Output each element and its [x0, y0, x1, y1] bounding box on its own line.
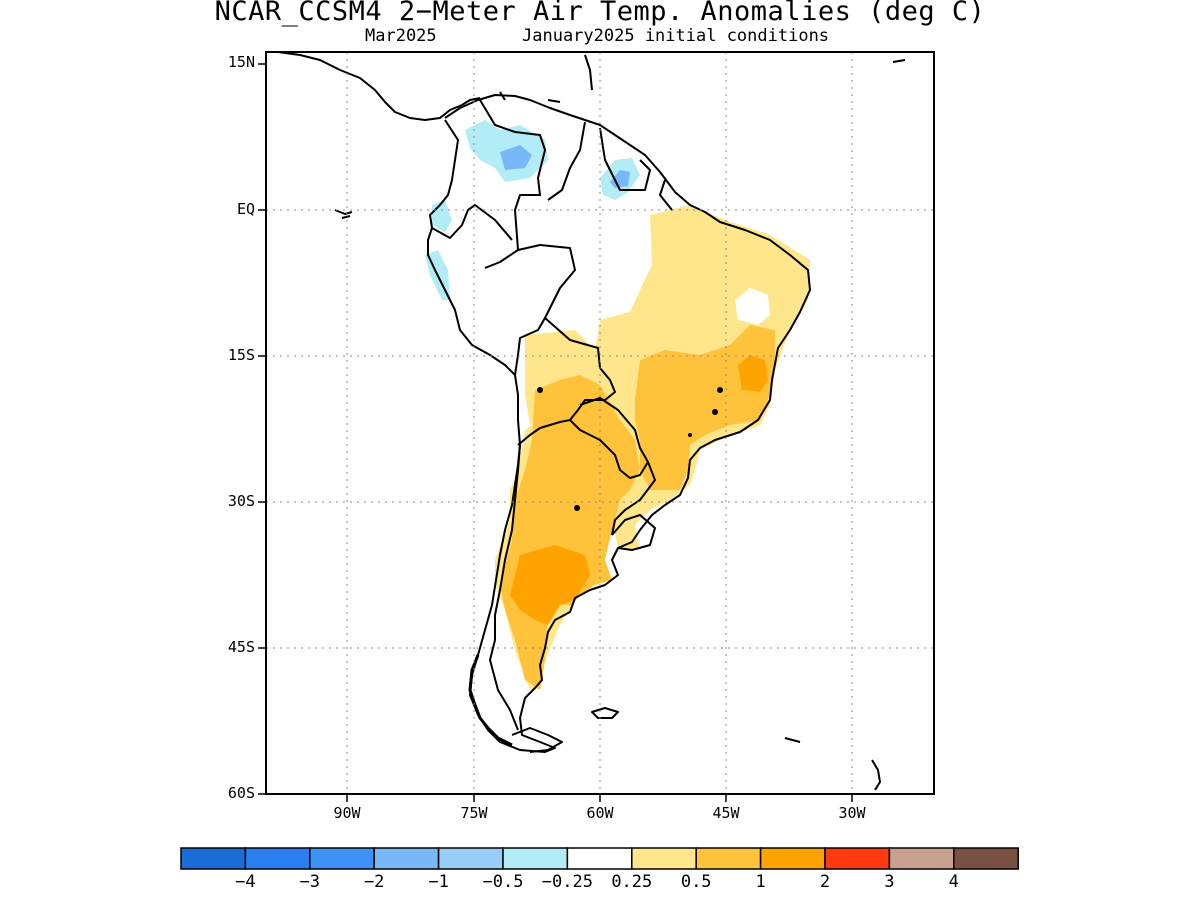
- lake-sobradinho: [717, 387, 723, 393]
- colorbar-label: −1: [428, 872, 449, 892]
- lat-label-15n: 15N: [227, 53, 255, 71]
- lat-label-45s: 45S: [227, 638, 255, 656]
- border-argentina-chile: [517, 419, 571, 446]
- lat-label-eq: EQ: [236, 200, 255, 218]
- anomaly-neg-ecuador: [432, 200, 452, 232]
- lon-label-90w: 90W: [333, 804, 361, 822]
- lake-furnas: [712, 409, 718, 415]
- border-uruguay: [611, 514, 656, 551]
- colorbar-swatch: [759, 847, 826, 870]
- colorbar-label: 1: [755, 872, 766, 892]
- colorbar-label: −2: [363, 872, 385, 892]
- border-chile-andes: [489, 444, 521, 731]
- forecast-month: Mar2025: [365, 26, 437, 46]
- anomaly-2-3-patagonia: [510, 545, 590, 625]
- lakes: [537, 387, 723, 511]
- colorbar-swatch: [953, 847, 1019, 870]
- colorbar-swatch: [437, 847, 504, 870]
- colorbar-swatch: [888, 847, 955, 870]
- colorbar-swatch: [566, 847, 633, 870]
- lake-mar-chiquita: [574, 505, 580, 511]
- caribbean-islands: [499, 54, 906, 103]
- anomaly-neg1-colombia: [500, 145, 532, 170]
- map-title: NCAR_CCSM4 2−Meter Air Temp. Anomalies (…: [214, 0, 986, 27]
- border-ecuador-peru: [431, 204, 513, 241]
- galapagos: [334, 209, 353, 219]
- colorbar-label: −0.5: [482, 872, 524, 892]
- lake-itaipu: [688, 433, 692, 437]
- colorbar-swatch: [373, 847, 440, 870]
- lon-label-45w: 45W: [712, 804, 740, 822]
- axis-ticks: [258, 63, 853, 802]
- chile-fjords: [468, 654, 513, 747]
- colorbar: [180, 847, 1019, 870]
- colorbar-swatch: [502, 847, 569, 870]
- colorbar-label: −0.25: [541, 872, 593, 892]
- lat-label-30s: 30S: [227, 492, 255, 510]
- south-sandwich: [871, 759, 881, 791]
- border-colombia-venezuela: [479, 99, 546, 251]
- south-georgia: [784, 737, 801, 743]
- colorbar-label: −3: [299, 872, 321, 892]
- border-venezuela-guyana: [547, 121, 586, 201]
- warm-anomaly-region: [495, 205, 810, 690]
- lon-label-75w: 75W: [460, 804, 488, 822]
- colorbar-label: 2: [819, 872, 831, 892]
- lon-label-60w: 60W: [586, 804, 614, 822]
- country-borders: [431, 99, 673, 731]
- colorbar-label: 4: [948, 872, 959, 892]
- colorbar-label: 3: [884, 872, 895, 892]
- colorbar-swatch: [695, 847, 762, 870]
- colorbar-label: 0.5: [680, 872, 712, 892]
- colorbar-swatch: [824, 847, 891, 870]
- lat-label-60s: 60S: [227, 784, 255, 802]
- anomaly-2-3-brazil: [738, 355, 768, 392]
- colorbar-label: −4: [235, 872, 256, 892]
- colorbar-swatch: [631, 847, 697, 870]
- tierra-del-fuego: [511, 727, 563, 753]
- coastlines: [277, 51, 906, 791]
- colorbar-swatch: [309, 847, 375, 870]
- border-argentina-brazil: [611, 461, 656, 536]
- colorbar-swatch: [244, 847, 311, 870]
- no-anomaly-ne-brazil: [735, 288, 770, 325]
- border-peru-brazil: [484, 244, 576, 376]
- border-guianas: [599, 127, 673, 211]
- colorbar-label: 0.25: [611, 872, 653, 892]
- anomaly-neg1-guyana: [610, 170, 630, 188]
- falklands: [591, 707, 619, 719]
- initial-conditions: January2025 initial conditions: [522, 26, 830, 46]
- lat-label-15s: 15S: [227, 346, 255, 364]
- lake-titicaca: [537, 387, 543, 393]
- colorbar-swatch: [180, 847, 247, 870]
- south-america-coast: [427, 94, 811, 753]
- gridlines: [266, 52, 934, 794]
- lon-label-30w: 30W: [838, 804, 866, 822]
- central-america-coast: [277, 51, 481, 121]
- border-paraguay: [569, 397, 649, 479]
